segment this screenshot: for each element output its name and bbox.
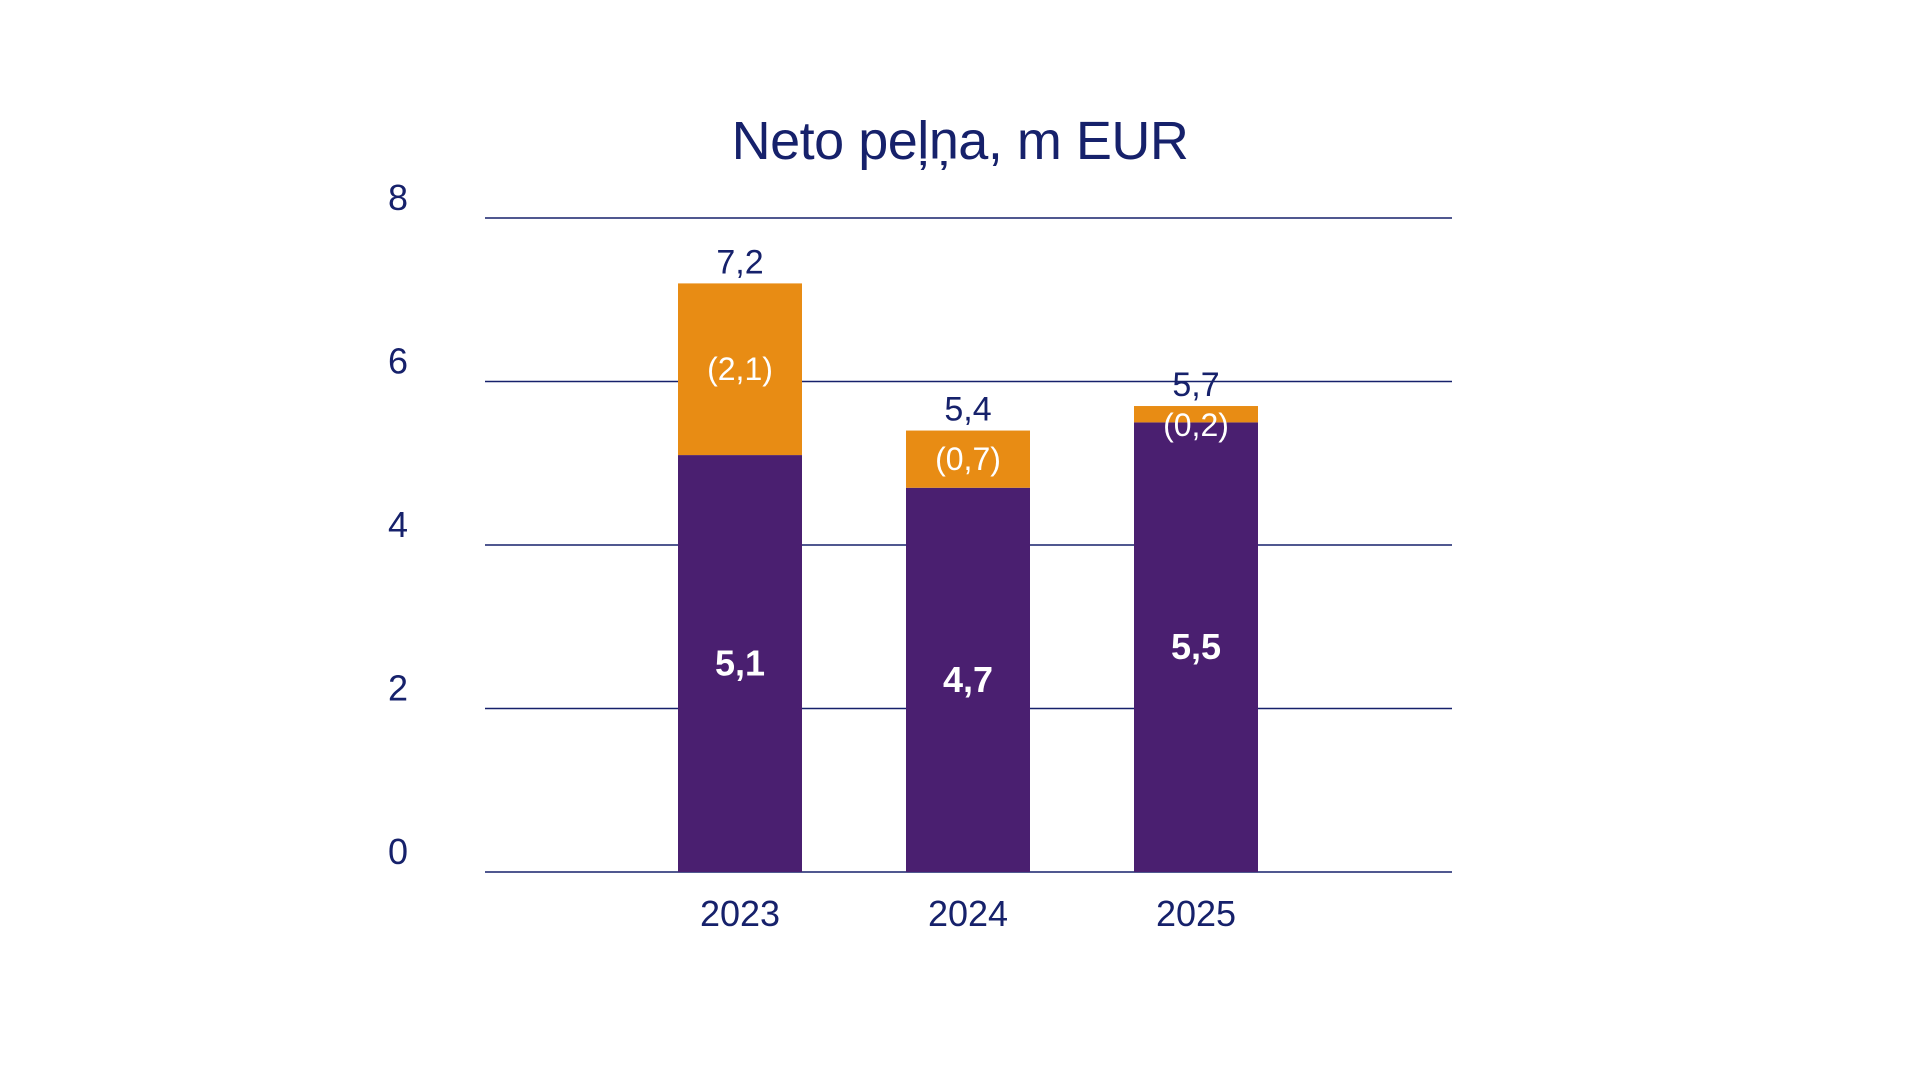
- chart-title: Neto peļņa, m EUR: [731, 111, 1189, 171]
- top-value-label-2025: (0,2): [1163, 407, 1229, 443]
- base-value-label-2024: 4,7: [943, 659, 993, 700]
- labels: 0 2 4 6 8 5,1 (2,1) 7,2 2023 4,7 (0,7) 5,4 2024 5,5 (0…: [388, 177, 1236, 934]
- top-bar-2024: [906, 430, 1030, 488]
- y-tick-label: 0: [388, 831, 408, 872]
- total-label-2023: 7,2: [716, 243, 763, 281]
- base-bar-2023: [678, 455, 802, 872]
- total-label-2024: 5,4: [944, 391, 991, 429]
- base-value-label-2023: 5,1: [715, 643, 765, 684]
- x-category-label: 2023: [700, 893, 780, 934]
- y-tick-label: 2: [388, 668, 408, 709]
- x-category-label: 2025: [1156, 893, 1236, 934]
- total-label-2025: 5,7: [1172, 366, 1219, 404]
- base-bar-2025: [1134, 422, 1258, 872]
- x-category-label: 2024: [928, 893, 1008, 934]
- y-tick-label: 4: [388, 504, 408, 545]
- top-bar-2023: [678, 283, 802, 456]
- base-bar-2024: [906, 487, 1030, 872]
- y-tick-label: 8: [388, 177, 408, 218]
- y-tick-label: 6: [388, 341, 408, 382]
- bars: [678, 283, 1258, 872]
- top-value-label-2023: (2,1): [707, 351, 773, 387]
- top-value-label-2024: (0,7): [935, 441, 1001, 477]
- base-value-label-2025: 5,5: [1171, 626, 1221, 667]
- top-bar-2025: [1134, 406, 1258, 423]
